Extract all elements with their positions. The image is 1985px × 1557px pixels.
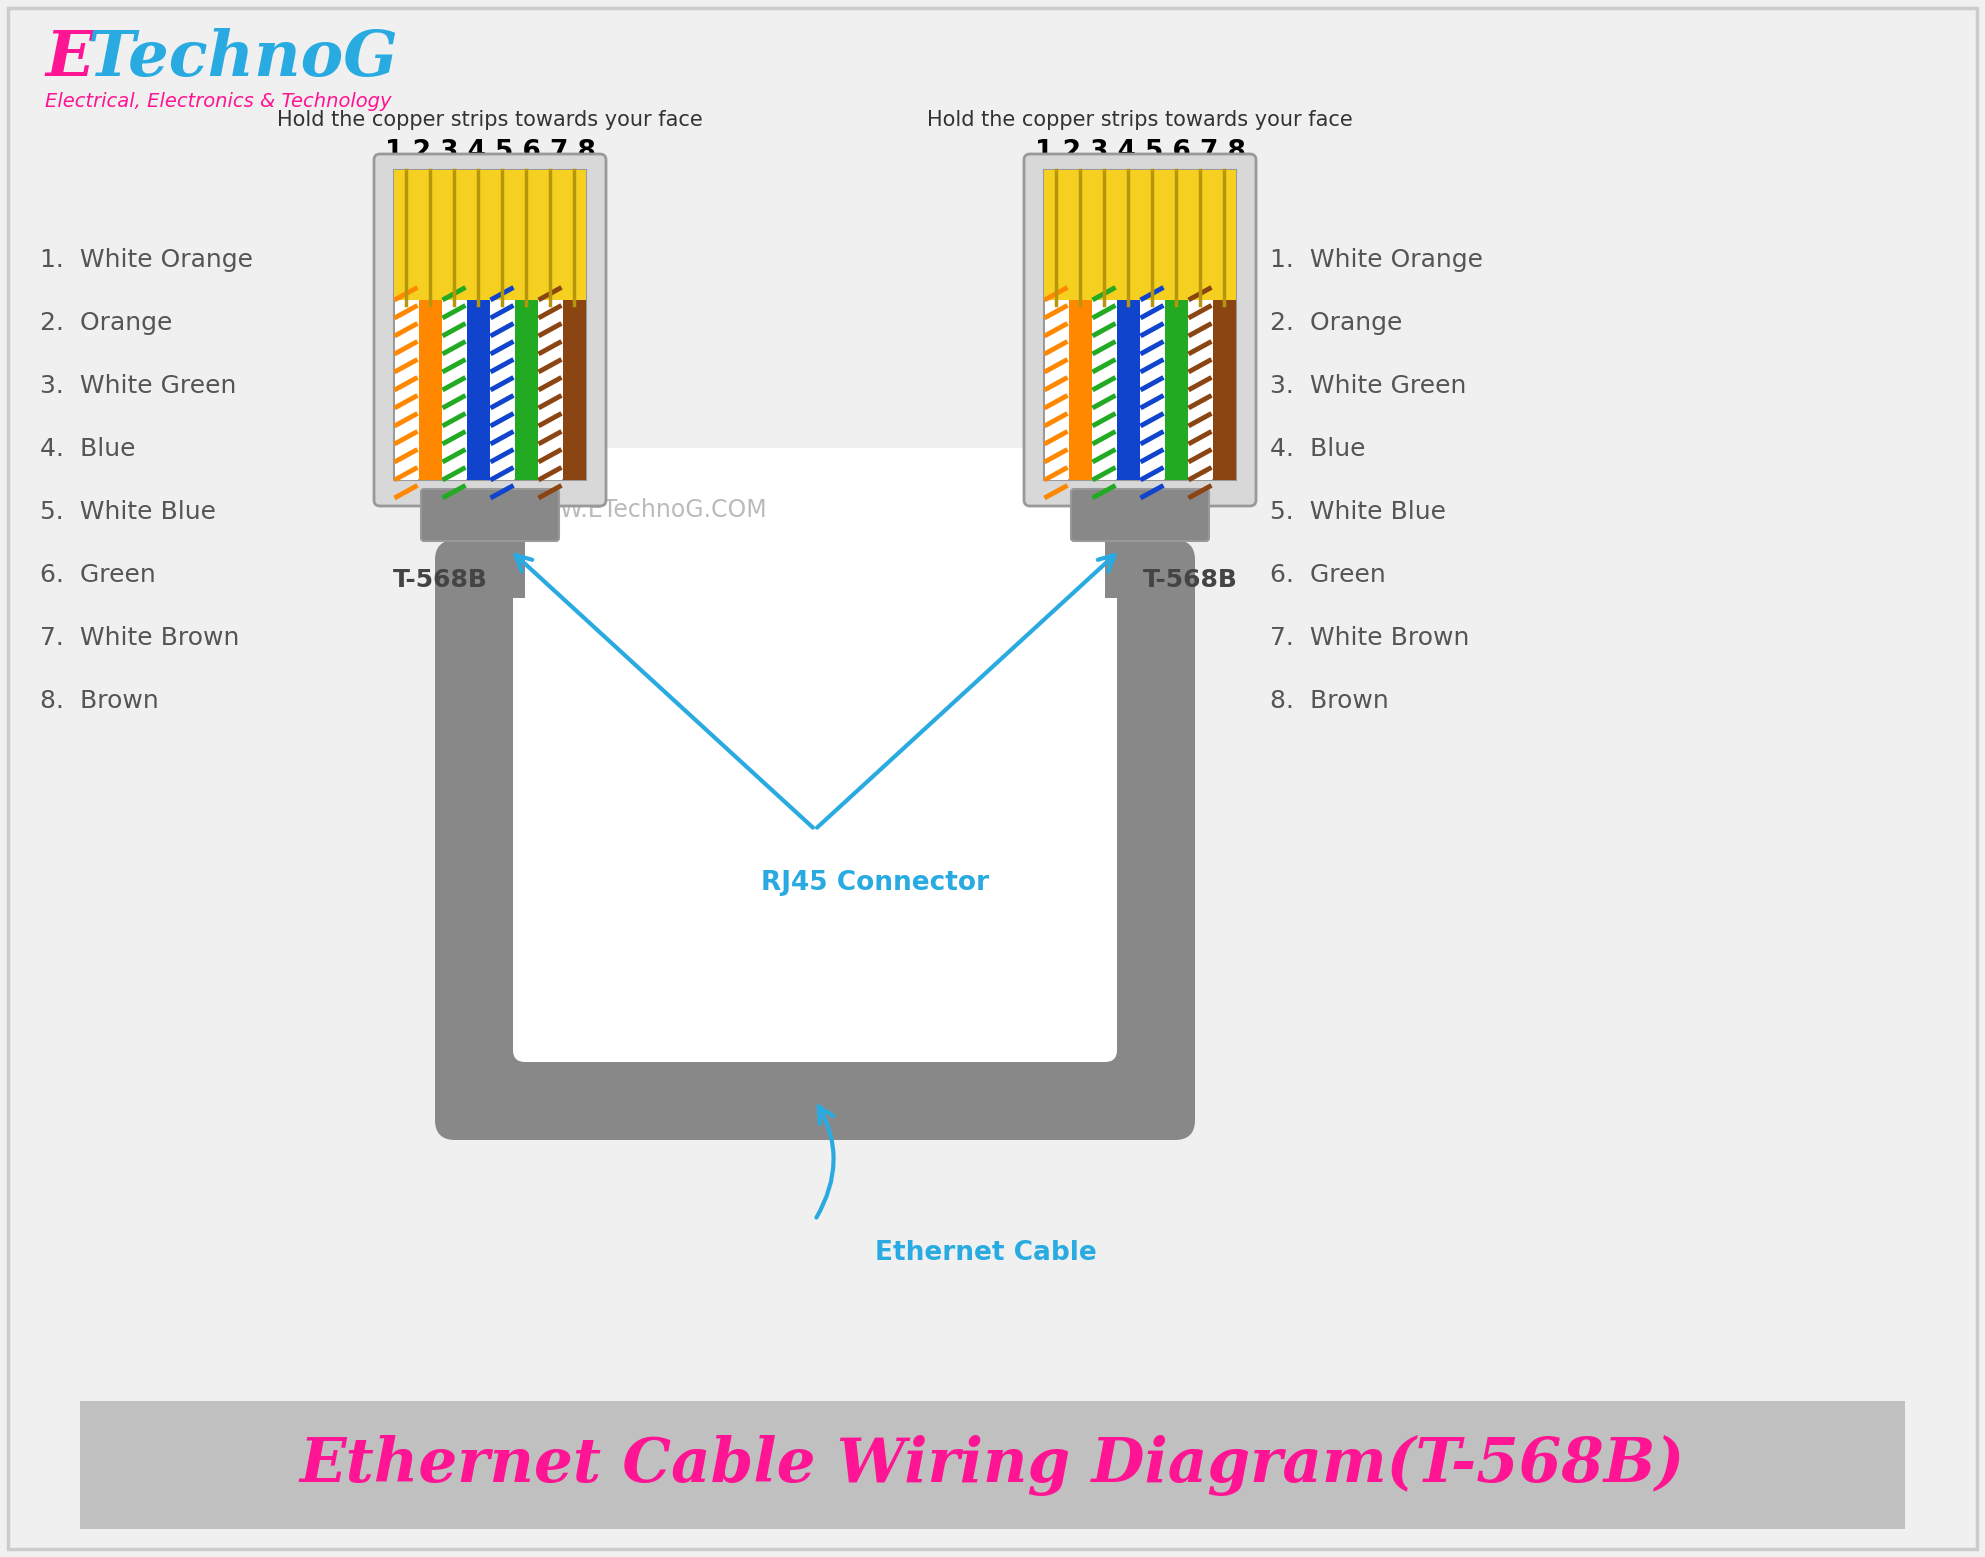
Text: Hold the copper strips towards your face: Hold the copper strips towards your face (278, 111, 703, 129)
Text: 1 2 3 4 5 6 7 8: 1 2 3 4 5 6 7 8 (385, 139, 596, 165)
Text: 3.  White Green: 3. White Green (40, 374, 236, 399)
Text: WWW.ETechnoG.COM: WWW.ETechnoG.COM (514, 498, 766, 522)
Bar (1213, 301, 1235, 480)
FancyBboxPatch shape (512, 448, 1118, 1062)
Bar (395, 301, 417, 480)
Bar (1189, 301, 1211, 480)
Bar (538, 301, 562, 480)
Bar (490, 301, 514, 480)
Bar (455, 532, 524, 598)
Text: 6.  Green: 6. Green (1270, 564, 1386, 587)
Text: 1 2 3 4 5 6 7 8: 1 2 3 4 5 6 7 8 (1034, 139, 1245, 165)
Text: 4.  Blue: 4. Blue (40, 438, 135, 461)
Bar (514, 301, 538, 480)
Text: 3.  White Green: 3. White Green (1270, 374, 1467, 399)
Bar (1044, 170, 1237, 301)
Bar (419, 301, 441, 480)
Text: 7.  White Brown: 7. White Brown (40, 626, 240, 649)
Text: 7.  White Brown: 7. White Brown (1270, 626, 1469, 649)
Bar (1116, 301, 1139, 480)
Text: 2.  Orange: 2. Orange (1270, 311, 1401, 335)
Bar (562, 301, 586, 480)
Bar (1092, 301, 1116, 480)
Text: TechnoG: TechnoG (87, 28, 397, 89)
Bar (1044, 170, 1237, 480)
FancyBboxPatch shape (373, 154, 605, 506)
Text: Ethernet Cable: Ethernet Cable (875, 1239, 1098, 1266)
Text: T-568B: T-568B (1143, 568, 1237, 592)
Text: 5.  White Blue: 5. White Blue (40, 500, 216, 525)
Bar (1106, 532, 1175, 598)
Text: 4.  Blue: 4. Blue (1270, 438, 1366, 461)
Bar (466, 301, 490, 480)
FancyBboxPatch shape (1024, 154, 1257, 506)
Text: 1.  White Orange: 1. White Orange (1270, 248, 1483, 272)
Text: 6.  Green: 6. Green (40, 564, 155, 587)
Bar (79, 1401, 1906, 1529)
Bar (393, 170, 586, 301)
FancyBboxPatch shape (435, 540, 1195, 1140)
Text: 5.  White Blue: 5. White Blue (1270, 500, 1445, 525)
Text: RJ45 Connector: RJ45 Connector (760, 869, 989, 895)
Bar (1044, 301, 1068, 480)
Text: Ethernet Cable Wiring Diagram(T-568B): Ethernet Cable Wiring Diagram(T-568B) (300, 1434, 1685, 1496)
Bar (393, 170, 586, 480)
Bar (1141, 301, 1163, 480)
Bar (1165, 301, 1187, 480)
Text: Electrical, Electronics & Technology: Electrical, Electronics & Technology (46, 92, 391, 111)
Text: T-568B: T-568B (393, 568, 488, 592)
Text: 8.  Brown: 8. Brown (1270, 690, 1390, 713)
Text: 1.  White Orange: 1. White Orange (40, 248, 252, 272)
Text: 8.  Brown: 8. Brown (40, 690, 159, 713)
Bar (443, 301, 466, 480)
Text: Hold the copper strips towards your face: Hold the copper strips towards your face (927, 111, 1354, 129)
FancyBboxPatch shape (421, 489, 560, 540)
Text: 2.  Orange: 2. Orange (40, 311, 173, 335)
FancyBboxPatch shape (1072, 489, 1209, 540)
Bar (1068, 301, 1092, 480)
Text: E: E (46, 28, 93, 89)
